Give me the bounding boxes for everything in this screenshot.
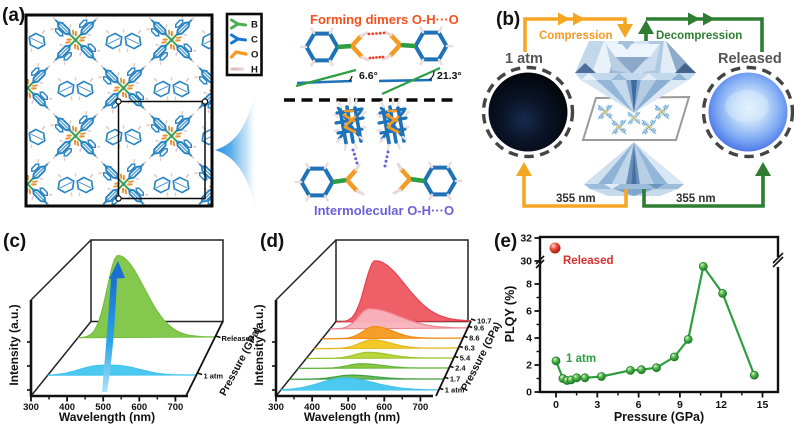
svg-text:Wavelength (nm): Wavelength (nm) (304, 410, 400, 424)
svg-text:Intermolecular O-H···O: Intermolecular O-H···O (314, 203, 454, 218)
svg-text:32: 32 (520, 233, 532, 245)
svg-text:(c): (c) (3, 231, 26, 252)
svg-text:(e): (e) (494, 231, 517, 252)
svg-text:Intensity (a.u.): Intensity (a.u.) (252, 304, 266, 385)
svg-text:700: 700 (167, 402, 183, 413)
svg-text:2: 2 (526, 360, 532, 372)
svg-text:6: 6 (636, 399, 642, 411)
svg-text:0: 0 (526, 387, 532, 399)
svg-text:1.7: 1.7 (450, 375, 460, 384)
svg-text:(d): (d) (260, 231, 284, 252)
svg-text:Forming dimers O-H···O: Forming dimers O-H···O (310, 12, 459, 27)
svg-text:8: 8 (526, 279, 532, 291)
svg-text:4: 4 (526, 333, 532, 345)
svg-text:9: 9 (677, 399, 683, 411)
svg-text:400: 400 (304, 402, 320, 413)
svg-text:12: 12 (715, 399, 727, 411)
svg-text:B: B (251, 20, 258, 31)
svg-text:Intensity (a.u.): Intensity (a.u.) (7, 304, 21, 385)
svg-text:H: H (251, 65, 258, 76)
svg-text:300: 300 (23, 402, 39, 413)
svg-text:500: 500 (95, 402, 111, 413)
svg-text:Decompression: Decompression (656, 30, 742, 42)
svg-text:O: O (251, 50, 258, 61)
svg-text:0: 0 (553, 399, 559, 411)
svg-text:700: 700 (412, 402, 428, 413)
svg-text:500: 500 (340, 402, 356, 413)
svg-text:15: 15 (757, 399, 769, 411)
svg-text:600: 600 (131, 402, 147, 413)
svg-text:6.6°: 6.6° (359, 70, 378, 82)
svg-text:C: C (251, 35, 258, 46)
svg-text:(a): (a) (2, 5, 25, 26)
svg-text:400: 400 (59, 402, 75, 413)
svg-text:355 nm: 355 nm (676, 193, 716, 205)
svg-text:(b): (b) (496, 9, 520, 30)
svg-text:6.3: 6.3 (464, 344, 474, 353)
svg-text:3: 3 (594, 399, 600, 411)
svg-text:355 nm: 355 nm (556, 193, 596, 205)
svg-text:1 atm: 1 atm (204, 372, 224, 381)
svg-text:Released: Released (563, 255, 614, 267)
svg-text:Pressure (GPa): Pressure (GPa) (614, 410, 704, 424)
svg-text:Released: Released (222, 334, 255, 343)
svg-text:8.6: 8.6 (469, 334, 479, 343)
svg-text:Wavelength (nm): Wavelength (nm) (59, 410, 155, 424)
svg-text:600: 600 (376, 402, 392, 413)
svg-text:PLQY (%): PLQY (%) (503, 286, 517, 343)
svg-text:6: 6 (526, 306, 532, 318)
svg-text:300: 300 (268, 402, 284, 413)
svg-text:1 atm: 1 atm (445, 386, 465, 395)
svg-text:21.3°: 21.3° (437, 70, 462, 82)
svg-text:Compression: Compression (539, 30, 613, 42)
svg-text:30: 30 (520, 256, 532, 268)
svg-text:1 atm: 1 atm (505, 51, 543, 67)
svg-text:10.7: 10.7 (477, 317, 492, 326)
svg-text:9.6: 9.6 (474, 324, 484, 333)
svg-text:1 atm: 1 atm (566, 353, 596, 365)
svg-text:2.4: 2.4 (455, 364, 466, 373)
svg-text:5.4: 5.4 (460, 354, 471, 363)
svg-text:Released: Released (718, 51, 782, 67)
